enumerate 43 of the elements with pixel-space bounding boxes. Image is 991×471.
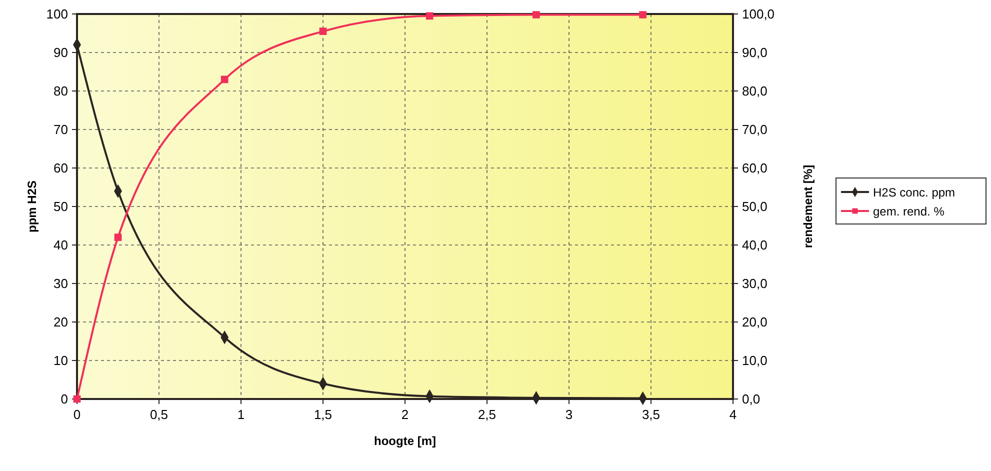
y2-tick-label: 90,0 xyxy=(742,45,768,60)
y-tick-label: 50 xyxy=(54,199,68,214)
x-tick-label: 0,5 xyxy=(150,407,168,422)
x-tick-label: 0 xyxy=(73,407,81,422)
y-axis-title: ppm H2S xyxy=(25,180,39,233)
point xyxy=(639,11,646,18)
x-tick-label: 4 xyxy=(729,407,737,422)
y-tick-label: 100 xyxy=(46,6,68,22)
y2-tick-label: 0,0 xyxy=(742,392,760,406)
y2-tick-label: 20,0 xyxy=(742,314,768,330)
x-tick-label: 3,5 xyxy=(642,407,660,422)
x-tick-label: 1,5 xyxy=(314,407,332,422)
y-tick-label: 30 xyxy=(54,276,68,291)
point xyxy=(532,11,540,18)
y2-tick-label: 60,0 xyxy=(742,160,768,176)
x-axis-title: hoogte [m] xyxy=(374,434,436,448)
y2-tick-label: 10,0 xyxy=(742,353,768,368)
y2-tick-label: 30,0 xyxy=(742,276,768,291)
y-tick-label: 10 xyxy=(54,353,68,368)
x-tick-label: 3 xyxy=(565,407,573,422)
y-tick-label: 60 xyxy=(54,160,68,176)
point xyxy=(220,76,228,84)
legend-label: gem. rend. % xyxy=(873,204,945,218)
y2-tick-label: 50,0 xyxy=(742,199,768,214)
x-tick-label: 2,5 xyxy=(478,407,496,422)
point xyxy=(73,395,81,403)
y2-tick-label: 80,0 xyxy=(742,84,768,98)
point xyxy=(319,28,327,35)
y-tick-label: 20 xyxy=(54,314,68,330)
y-tick-label: 40 xyxy=(54,238,68,252)
y2-tick-label: 100,0 xyxy=(742,6,775,22)
x-tick-label: 1 xyxy=(237,407,245,422)
legend-label: H2S conc. ppm xyxy=(873,186,956,200)
y2-tick-label: 40,0 xyxy=(742,238,768,252)
y2-tick-label: 70,0 xyxy=(742,122,768,137)
y-tick-label: 80 xyxy=(54,84,68,98)
point xyxy=(426,12,434,20)
x-tick-label: 2 xyxy=(401,407,409,422)
y-tick-label: 0 xyxy=(60,392,68,406)
y2-axis-title: rendement [%] xyxy=(801,164,815,248)
y-tick-label: 70 xyxy=(54,122,68,137)
point xyxy=(114,234,122,241)
y-tick-label: 90 xyxy=(54,45,68,60)
